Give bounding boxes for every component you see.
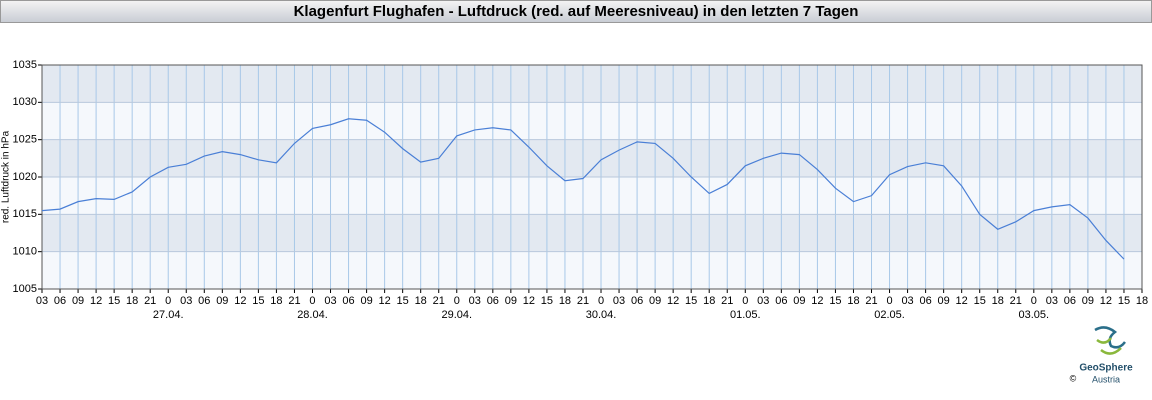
y-tick-label: 1025	[13, 134, 37, 146]
x-tick-label: 18	[270, 295, 282, 307]
x-tick-label: 21	[144, 295, 156, 307]
x-tick-label: 18	[126, 295, 138, 307]
x-tick-label: 06	[1064, 295, 1076, 307]
y-tick-label: 1010	[13, 246, 37, 258]
x-tick-label: 0	[454, 295, 460, 307]
x-tick-label: 12	[956, 295, 968, 307]
x-tick-label: 18	[847, 295, 859, 307]
x-tick-label: 12	[523, 295, 535, 307]
x-tick-label: 03	[613, 295, 625, 307]
grid-band	[42, 214, 1142, 252]
x-tick-label: 09	[649, 295, 661, 307]
x-tick-label: 09	[505, 295, 517, 307]
x-tick-label: 12	[90, 295, 102, 307]
x-tick-label: 03	[324, 295, 336, 307]
x-tick-label: 03	[469, 295, 481, 307]
x-tick-label: 15	[252, 295, 264, 307]
x-tick-label: 15	[685, 295, 697, 307]
x-tick-label: 12	[234, 295, 246, 307]
x-tick-label: 15	[397, 295, 409, 307]
plot-border	[41, 64, 1143, 290]
line-series	[41, 118, 1125, 260]
y-axis-label: red. Luftdruck in hPa	[1, 130, 12, 223]
x-tick-label: 18	[415, 295, 427, 307]
x-tick-label: 09	[793, 295, 805, 307]
date-label: 27.04.	[153, 309, 184, 321]
y-tick-label: 1005	[13, 283, 37, 295]
x-tick-label: 06	[631, 295, 643, 307]
plot-area	[41, 64, 1143, 290]
x-tick-label: 03	[901, 295, 913, 307]
x-tick-label: 21	[1010, 295, 1022, 307]
x-tick-label: 21	[288, 295, 300, 307]
date-label: 29.04.	[441, 309, 472, 321]
x-tick-label: 09	[72, 295, 84, 307]
grid-band	[42, 65, 1142, 103]
x-tick-label: 15	[1118, 295, 1130, 307]
date-label: 03.05.	[1019, 309, 1050, 321]
x-tick-label: 06	[919, 295, 931, 307]
x-tick-label: 03	[180, 295, 192, 307]
date-label: 01.05.	[730, 309, 761, 321]
x-tick-label: 21	[433, 295, 445, 307]
logo-name: GeoSphere	[1079, 363, 1133, 374]
x-tick-label: 0	[165, 295, 171, 307]
x-tick-label: 0	[598, 295, 604, 307]
x-tick-label: 0	[742, 295, 748, 307]
x-tick-label: 03	[757, 295, 769, 307]
chart-title: Klagenfurt Flughafen - Luftdruck (red. a…	[294, 3, 859, 20]
x-tick-label: 21	[865, 295, 877, 307]
x-tick-label: 03	[36, 295, 48, 307]
x-tick-label: 06	[198, 295, 210, 307]
x-tick-label: 0	[886, 295, 892, 307]
date-label: 28.04.	[297, 309, 328, 321]
x-tick-label: 06	[775, 295, 787, 307]
x-tick-label: 18	[703, 295, 715, 307]
x-tick-label: 18	[992, 295, 1004, 307]
x-tick-label: 06	[54, 295, 66, 307]
x-tick-label: 12	[378, 295, 390, 307]
logo: GeoSphere Austria ©	[1070, 326, 1133, 384]
x-tick-label: 09	[938, 295, 950, 307]
grid-band	[42, 139, 1142, 177]
x-tick-label: 12	[1100, 295, 1112, 307]
x-tick-label: 09	[360, 295, 372, 307]
y-tick-label: 1020	[13, 171, 37, 183]
y-tick-label: 1030	[13, 96, 37, 108]
x-tick-label: 21	[721, 295, 733, 307]
x-tick-label: 0	[1031, 295, 1037, 307]
x-tick-label: 09	[216, 295, 228, 307]
x-tick-label: 12	[667, 295, 679, 307]
x-tick-label: 15	[108, 295, 120, 307]
x-tick-label: 18	[1136, 295, 1148, 307]
x-tick-label: 18	[559, 295, 571, 307]
logo-mark	[1096, 337, 1122, 355]
y-tick-label: 1035	[13, 59, 37, 71]
x-tick-label: 06	[342, 295, 354, 307]
x-tick-label: 21	[577, 295, 589, 307]
copyright: ©	[1070, 373, 1077, 383]
x-tick-label: 15	[541, 295, 553, 307]
date-label: 02.05.	[874, 309, 905, 321]
y-tick-label: 1015	[13, 208, 37, 220]
x-tick-label: 0	[309, 295, 315, 307]
x-tick-label: 12	[811, 295, 823, 307]
x-tick-label: 03	[1046, 295, 1058, 307]
x-tick-label: 15	[974, 295, 986, 307]
x-tick-label: 15	[829, 295, 841, 307]
date-label: 30.04.	[586, 309, 617, 321]
x-tick-label: 09	[1082, 295, 1094, 307]
x-tick-label: 06	[487, 295, 499, 307]
logo-sub: Austria	[1092, 374, 1120, 384]
